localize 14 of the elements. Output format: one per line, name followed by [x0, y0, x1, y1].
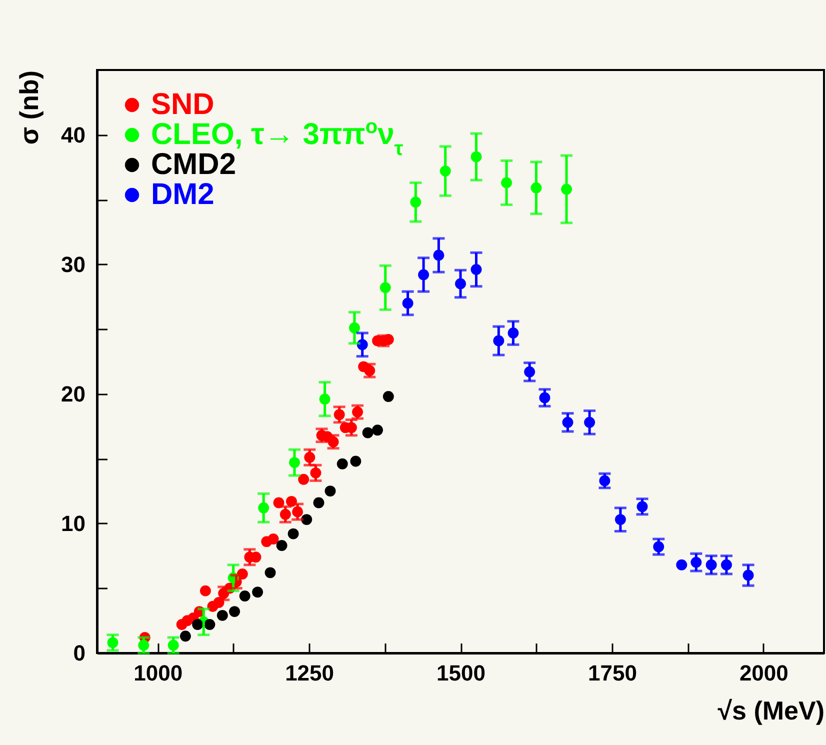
y-tick-label: 10 — [61, 510, 86, 536]
y-tick-label: 30 — [61, 252, 86, 277]
x-tick-label: 1750 — [588, 660, 637, 686]
x-tick-label: 1250 — [285, 660, 334, 686]
x-tick-label: 2000 — [739, 660, 788, 686]
y-tick-label: 20 — [61, 381, 86, 406]
x-tick-label: 1500 — [436, 660, 486, 686]
legend-label: DM2 — [151, 178, 214, 211]
y-tick-label: 0 — [73, 640, 86, 666]
legend-label: SND — [151, 88, 214, 121]
x-tick-label: 1000 — [134, 660, 183, 686]
y-axis-title: σ (nb) — [14, 70, 44, 145]
y-tick-label: 40 — [61, 122, 86, 148]
x-axis-title: √s (MeV) — [718, 696, 824, 726]
